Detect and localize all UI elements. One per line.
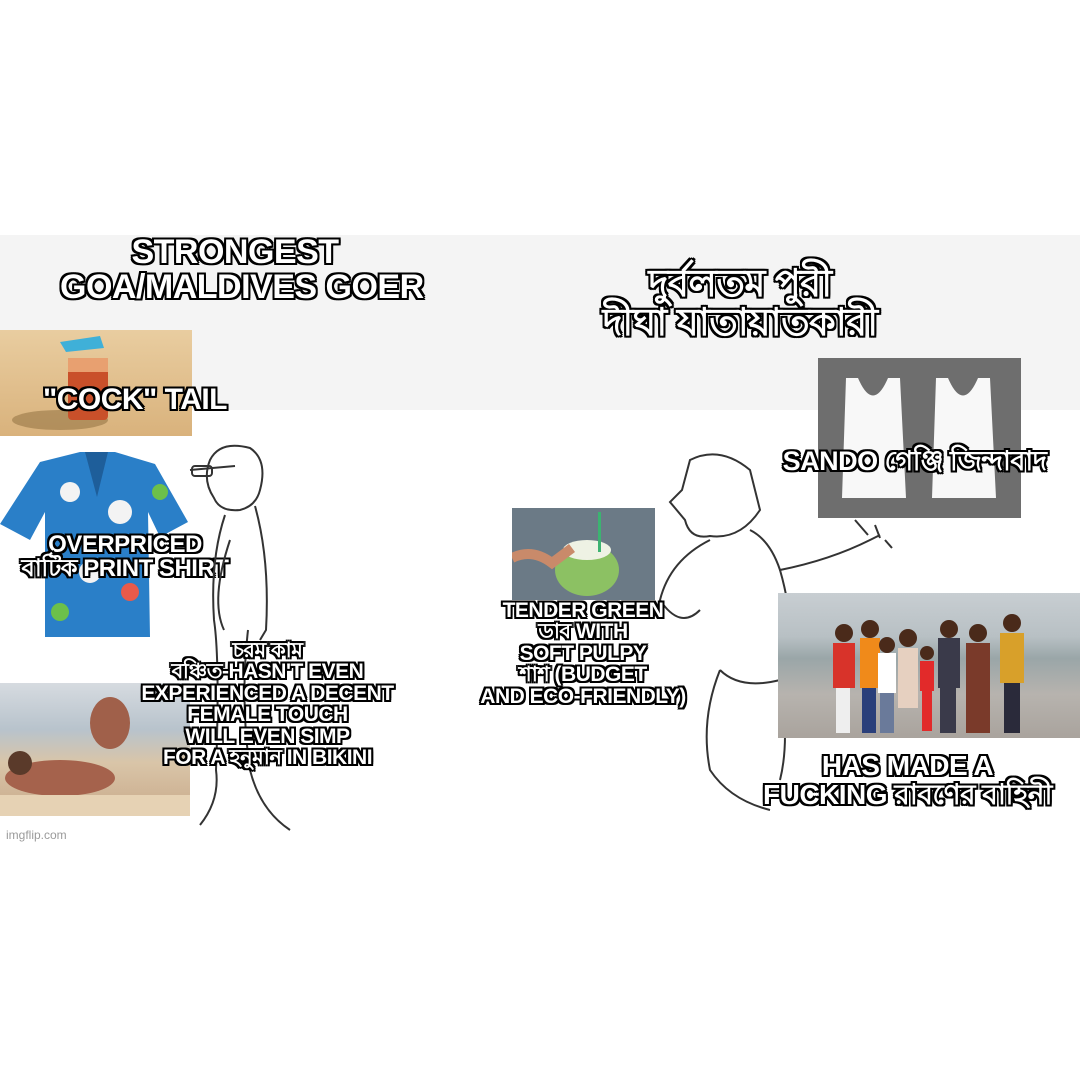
coconut-caption: TENDER GREEN ডাব WITH SOFT PULPY শাশ (BUDG…	[480, 599, 686, 708]
figure-caption: চরম কাম বঞ্চিত-HASN'T EVEN EXPERIENCED A …	[141, 639, 394, 770]
family-caption: HAS MADE A FUCKING রাবণের বাহিনী	[763, 750, 1052, 810]
beach-bikini-photo	[0, 683, 190, 816]
shirt-caption: OVERPRICED বাটিক PRINT SHIRT	[21, 531, 229, 583]
cocktail-caption: "COCK" TAIL	[42, 383, 228, 416]
vest-caption: SANDO গেঞ্জি জিন্দাবাদ	[782, 446, 1047, 476]
white-vests-photo	[818, 358, 1021, 518]
cocktail-glass-icon	[12, 336, 108, 430]
family-beach-photo	[778, 593, 1080, 738]
hawaiian-shirt-photo	[0, 452, 190, 640]
cocktail-photo	[0, 330, 192, 436]
coconut-photo	[512, 508, 655, 600]
right-title: দুর্বলতম পুরী দীঘা যাতায়াতকারী	[602, 263, 878, 344]
imgflip-watermark: imgflip.com	[6, 828, 67, 842]
left-title: STRONGEST GOA/MALDIVES GOER	[60, 233, 424, 306]
sad-stick-figure	[189, 444, 291, 831]
